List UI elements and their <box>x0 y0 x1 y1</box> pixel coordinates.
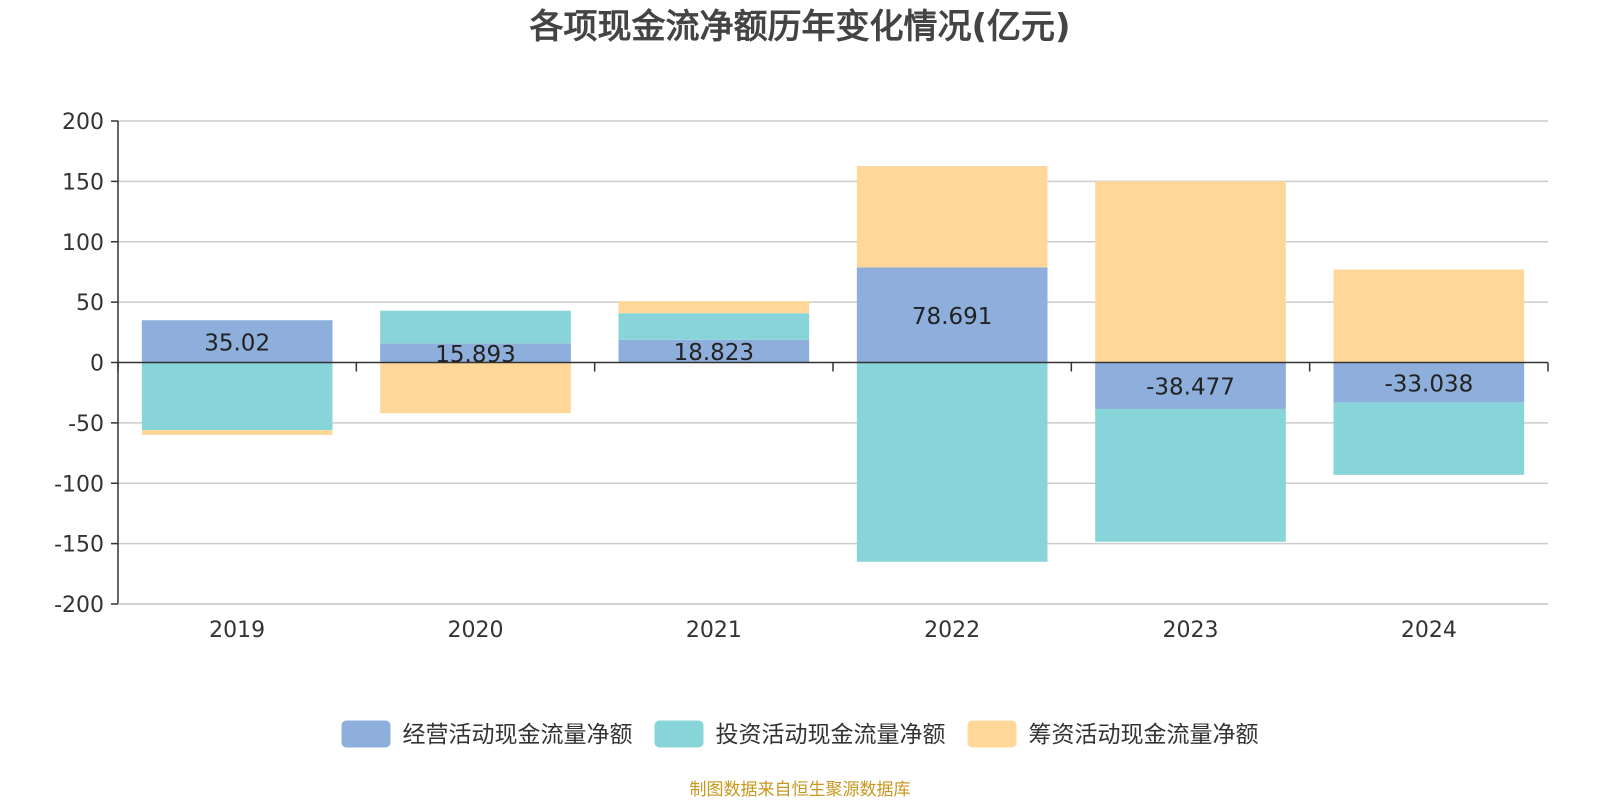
legend-swatch <box>967 720 1017 748</box>
y-tick-label: -100 <box>54 472 104 497</box>
y-tick-label: 100 <box>62 231 104 256</box>
y-tick-label: 50 <box>76 291 104 316</box>
axes <box>111 120 1549 605</box>
bar-segment <box>856 166 1048 268</box>
bar-segment <box>1333 269 1525 363</box>
bar-segment <box>141 430 333 435</box>
x-tick-label: 2023 <box>1163 618 1219 643</box>
legend-label: 经营活动现金流量净额 <box>403 722 633 748</box>
legend-label: 投资活动现金流量净额 <box>716 722 946 748</box>
source-note: 制图数据来自恒生聚源数据库 <box>690 780 911 800</box>
data-label: 35.02 <box>204 330 270 356</box>
bar-segment <box>141 320 333 363</box>
bar-segment <box>618 339 810 363</box>
bar-segment <box>1095 408 1286 542</box>
data-label: 78.691 <box>912 304 992 330</box>
x-tick-label: 2020 <box>448 618 504 643</box>
x-tick-label: 2021 <box>686 618 742 643</box>
x-tick-label: 2024 <box>1401 618 1457 643</box>
y-tick-label: -150 <box>54 533 104 558</box>
y-tick-labels: 200 150 100 50 0 -50 -100 -150 -200 <box>54 110 104 618</box>
bar-segment <box>618 313 810 340</box>
legend: 经营活动现金流量净额 投资活动现金流量净额 筹资活动现金流量净额 <box>341 720 1259 748</box>
bar-segment <box>1333 362 1525 403</box>
x-tick-labels: 2019 2020 2021 2022 2023 2024 <box>209 618 1457 643</box>
y-tick-label: 200 <box>62 110 104 135</box>
data-labels: 35.02 15.893 18.823 78.691 -38.477 -33.038 <box>204 304 1473 401</box>
bar-segment <box>856 267 1048 363</box>
legend-swatch <box>654 720 704 748</box>
bar-segment <box>380 362 571 414</box>
data-label: 18.823 <box>674 340 754 366</box>
data-label: -33.038 <box>1384 371 1473 397</box>
y-tick-label: 150 <box>62 170 104 195</box>
legend-swatch <box>341 720 391 748</box>
bar-segment <box>380 310 571 344</box>
y-tick-label: -50 <box>68 412 104 437</box>
bar-segment <box>618 301 810 314</box>
x-tick-label: 2022 <box>924 618 980 643</box>
legend-label: 筹资活动现金流量净额 <box>1029 722 1259 748</box>
bar-segment <box>380 343 571 363</box>
bar-segment <box>141 362 333 431</box>
bar-segment <box>1095 181 1286 363</box>
chart-title: 各项现金流净额历年变化情况(亿元) <box>529 7 1070 47</box>
y-tick-label: -200 <box>54 593 104 618</box>
data-label: 15.893 <box>435 342 515 368</box>
bar-segment <box>856 362 1048 562</box>
grid-lines <box>118 120 1548 605</box>
bar-segment <box>1095 362 1286 409</box>
bar-segment <box>1333 402 1525 475</box>
bars <box>141 166 1525 562</box>
data-label: -38.477 <box>1146 375 1235 401</box>
x-tick-label: 2019 <box>209 618 265 643</box>
y-tick-label: 0 <box>90 352 104 377</box>
